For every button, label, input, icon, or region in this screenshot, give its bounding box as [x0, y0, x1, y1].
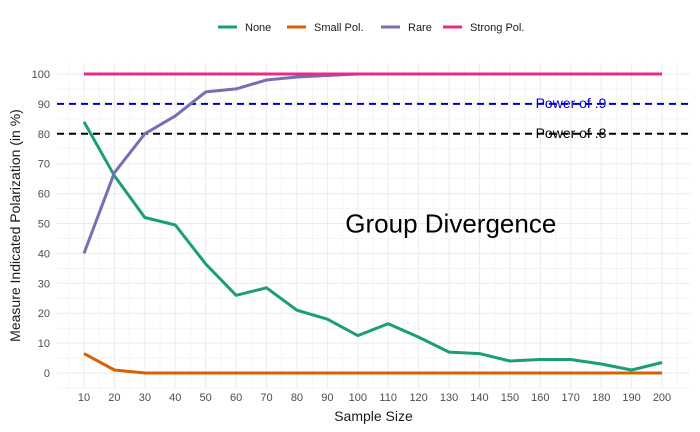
x-tick-label: 50 [200, 392, 212, 404]
x-tick-label: 100 [349, 392, 367, 404]
y-axis-title: Measure Indicated Polarization (in %) [7, 109, 23, 342]
x-tick-label: 150 [501, 392, 519, 404]
x-tick-label: 170 [562, 392, 580, 404]
x-tick-label: 140 [470, 392, 488, 404]
x-tick-label: 80 [291, 392, 303, 404]
x-tick-label: 120 [409, 392, 427, 404]
x-axis: 10 20 30 40 50 60 70 80 90 100 110 120 130 140 150 160 1… [78, 392, 671, 404]
x-tick-label: 190 [622, 392, 640, 404]
x-tick-label: 160 [531, 392, 549, 404]
annotations: Power of .9 Power of .8 Group Divergence [345, 95, 606, 239]
y-tick-label: 70 [38, 159, 50, 171]
y-tick-label: 50 [38, 219, 50, 231]
reference-lines [57, 102, 690, 135]
x-tick-label: 130 [440, 392, 458, 404]
y-tick-label: 20 [38, 308, 50, 320]
y-tick-label: 0 [44, 368, 50, 380]
y-tick-label: 10 [38, 338, 50, 350]
y-tick-label: 60 [38, 189, 50, 201]
series-line [83, 352, 662, 375]
series-lines [82, 72, 663, 375]
x-axis-title: Sample Size [334, 408, 413, 424]
legend-label: Strong Pol. [470, 22, 524, 34]
y-axis: 0 10 20 30 40 50 60 70 80 90 100 [32, 69, 50, 380]
reference-line-label: Power of .9 [536, 95, 607, 111]
x-tick-label: 30 [139, 392, 151, 404]
x-tick-label: 40 [169, 392, 181, 404]
x-tick-label: 90 [321, 392, 333, 404]
x-tick-label: 110 [379, 392, 397, 404]
chart-annotation: Group Divergence [345, 209, 556, 239]
legend-label: Rare [408, 22, 432, 34]
y-tick-label: 80 [38, 129, 50, 141]
y-tick-label: 100 [32, 69, 50, 81]
y-tick-label: 40 [38, 248, 50, 260]
x-tick-label: 10 [78, 392, 90, 404]
x-tick-label: 20 [108, 392, 120, 404]
x-tick-label: 200 [653, 392, 671, 404]
reference-line-label: Power of .8 [536, 125, 607, 141]
x-tick-label: 70 [260, 392, 272, 404]
legend: None Small Pol. Rare Strong Pol. [218, 22, 524, 34]
y-tick-label: 30 [38, 278, 50, 290]
legend-label: None [245, 22, 271, 34]
x-tick-label: 180 [592, 392, 610, 404]
x-tick-label: 60 [230, 392, 242, 404]
y-tick-label: 90 [38, 99, 50, 111]
series-line [82, 121, 663, 372]
legend-label: Small Pol. [314, 22, 364, 34]
